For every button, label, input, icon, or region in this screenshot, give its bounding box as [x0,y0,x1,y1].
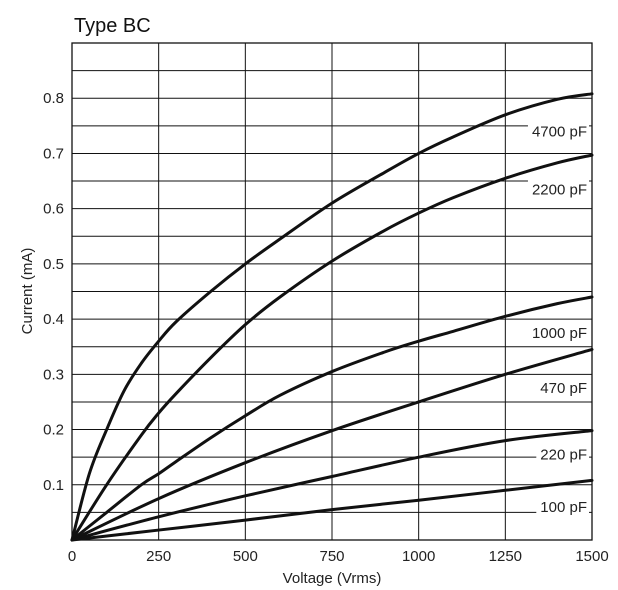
y-tick-label: 0.6 [43,201,64,218]
series-line [70,153,594,542]
x-tick-label: 1250 [489,548,522,565]
y-tick-label: 0.7 [43,145,64,162]
series-label-background [536,379,589,399]
series-line [70,429,594,542]
tick-labels: 0 250 500 750 1000 1250 1500 0.1 0.2 0.3 0.4 0.5 0.6… [43,90,609,565]
x-tick-label: 500 [233,548,258,565]
series-label-background [536,445,589,465]
series-label-background [527,323,589,343]
y-tick-label: 0.2 [43,422,64,439]
x-tick-label: 750 [319,548,344,565]
series-label-background [527,122,589,142]
curves [70,92,594,542]
series-line [70,478,594,542]
y-axis-label: Current (mA) [19,248,36,335]
series-line [70,347,594,542]
x-tick-label: 0 [68,548,76,565]
series-label-background [536,497,589,517]
x-axis-label: Voltage (Vrms) [283,570,382,587]
x-tick-label: 250 [146,548,171,565]
series-label-background [527,180,589,200]
curve-labels: 4700 pF 2200 pF 1000 pF 470 pF 220 pF 100 pF [527,122,589,517]
x-tick-label: 1000 [402,548,435,565]
y-tick-label: 0.1 [43,477,64,494]
series-label: 2200 pF [532,181,587,198]
y-tick-label: 0.4 [43,311,64,328]
series-label: 220 pF [540,446,587,463]
grid [72,43,592,540]
series-label: 100 pF [540,499,587,516]
x-tick-label: 1500 [575,548,608,565]
plot-frame [71,42,593,541]
series-line [70,295,594,542]
y-tick-label: 0.3 [43,366,64,383]
series-label: 1000 pF [532,325,587,342]
series-label: 470 pF [540,380,587,397]
series-label: 4700 pF [532,123,587,140]
chart-title: Type BC [74,15,151,37]
y-tick-label: 0.8 [43,90,64,107]
y-tick-label: 0.5 [43,256,64,273]
series-line [70,92,594,542]
